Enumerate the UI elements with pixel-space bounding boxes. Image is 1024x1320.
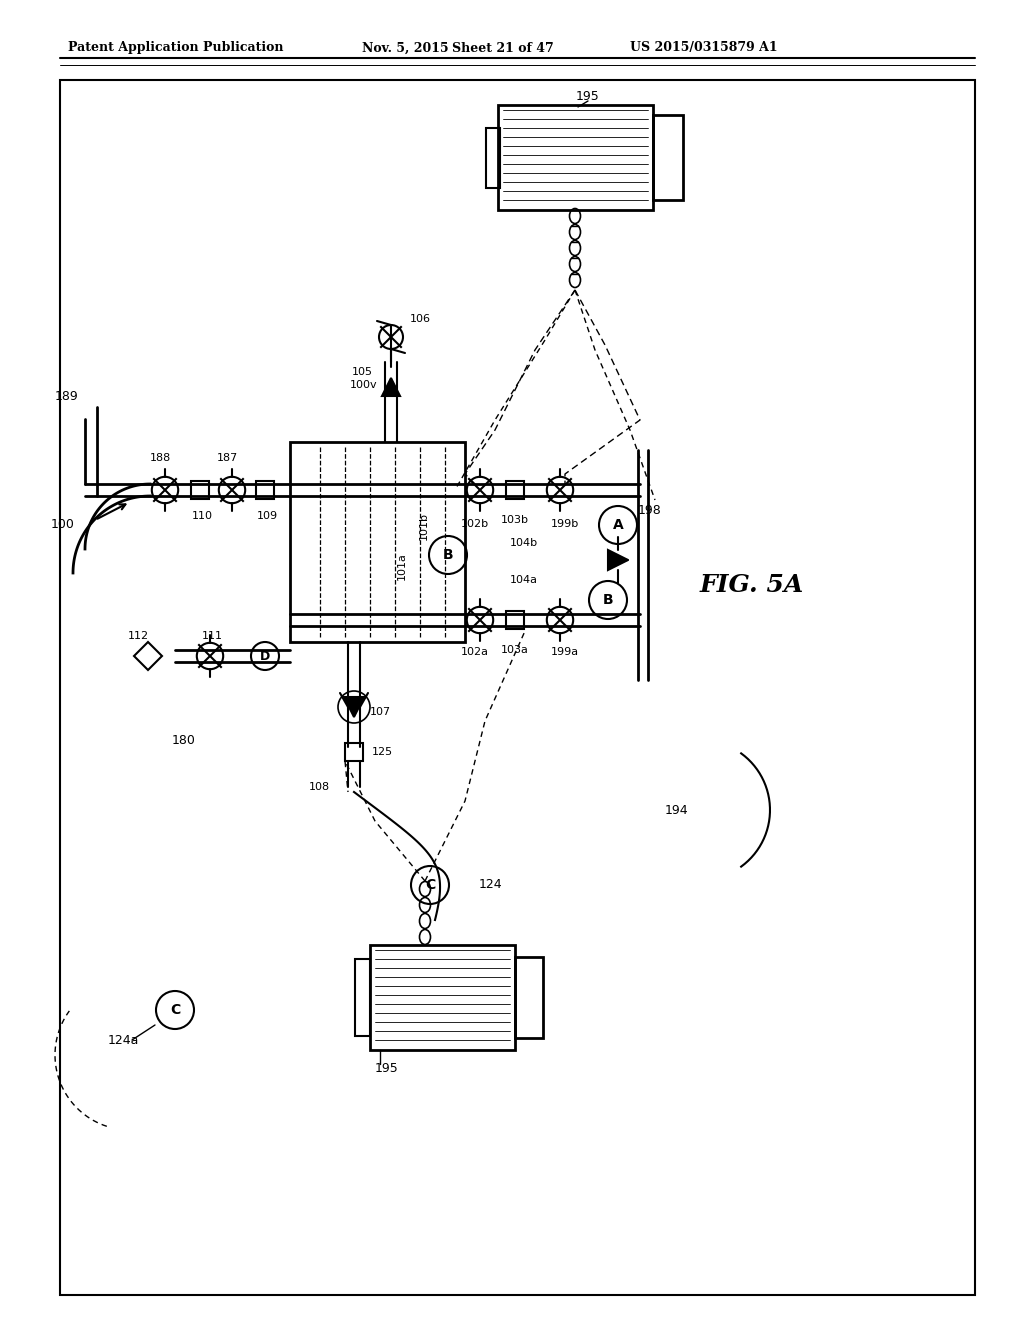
Text: 110: 110 [191, 511, 213, 521]
Text: 100: 100 [51, 519, 75, 532]
Text: 195: 195 [577, 91, 600, 103]
Bar [515, 957, 543, 1038]
Text: 104a: 104a [510, 576, 538, 585]
Bar [498, 106, 653, 210]
Text: 124a: 124a [108, 1034, 139, 1047]
Text: Sheet 21 of 47: Sheet 21 of 47 [452, 41, 554, 54]
Bar [60, 81, 975, 1295]
Text: 111: 111 [202, 631, 222, 642]
Text: D: D [260, 649, 270, 663]
Text: 194: 194 [665, 804, 688, 817]
Text: 104b: 104b [510, 539, 538, 548]
Text: 105: 105 [352, 367, 373, 378]
Text: C: C [425, 878, 435, 892]
Bar [653, 115, 683, 201]
Text: 107: 107 [370, 708, 391, 717]
Text: US 2015/0315879 A1: US 2015/0315879 A1 [630, 41, 777, 54]
Text: 102b: 102b [461, 519, 489, 529]
Text: FIG. 5A: FIG. 5A [700, 573, 804, 597]
Text: C: C [170, 1003, 180, 1016]
Text: 101b: 101b [419, 512, 429, 540]
Bar [486, 128, 500, 187]
Text: 180: 180 [172, 734, 196, 747]
Bar [370, 945, 515, 1049]
Text: Nov. 5, 2015: Nov. 5, 2015 [362, 41, 449, 54]
Text: 109: 109 [256, 511, 278, 521]
Text: 187: 187 [216, 453, 238, 463]
Text: 199a: 199a [551, 647, 579, 657]
Bar [191, 480, 209, 499]
Bar [355, 960, 370, 1036]
Text: 103b: 103b [501, 515, 529, 525]
Text: 125: 125 [372, 747, 393, 756]
Text: 106: 106 [410, 314, 431, 323]
Text: 100v: 100v [349, 380, 377, 389]
Bar [256, 480, 274, 499]
Text: 108: 108 [309, 781, 330, 792]
Text: B: B [603, 593, 613, 607]
Text: 195: 195 [375, 1061, 398, 1074]
Text: Patent Application Publication: Patent Application Publication [68, 41, 284, 54]
Polygon shape [344, 697, 364, 717]
Bar [506, 480, 524, 499]
Text: 112: 112 [128, 631, 150, 642]
Text: 103a: 103a [501, 645, 529, 655]
Text: B: B [442, 548, 454, 562]
Text: 102a: 102a [461, 647, 489, 657]
Text: 198: 198 [638, 503, 662, 516]
Text: 199b: 199b [551, 519, 580, 529]
Polygon shape [382, 378, 400, 396]
Text: A: A [612, 517, 624, 532]
Text: 101a: 101a [397, 552, 407, 579]
Text: 124: 124 [478, 879, 502, 891]
Bar [506, 611, 524, 630]
Bar [345, 743, 362, 762]
Bar [290, 442, 465, 642]
Text: 188: 188 [150, 453, 171, 463]
Text: 189: 189 [54, 391, 78, 404]
Polygon shape [608, 550, 628, 570]
